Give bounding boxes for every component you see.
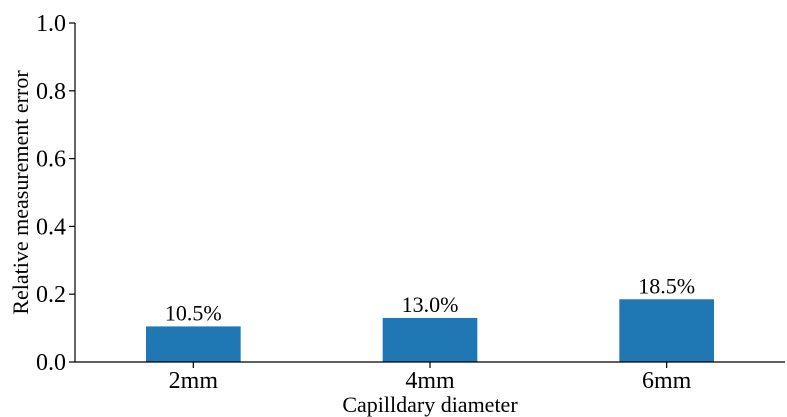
y-tick-label: 0.4	[36, 214, 66, 240]
bar-data-label: 10.5%	[165, 300, 222, 325]
bar-4mm	[382, 317, 478, 362]
y-tick-label: 1.0	[36, 11, 66, 37]
y-axis-ticks: 0.0 0.2 0.4 0.6 0.8 1.0	[36, 11, 75, 376]
y-tick-label: 0.0	[36, 350, 66, 376]
x-tick-label: 6mm	[642, 368, 692, 394]
x-axis-label: Capilldary diameter	[342, 392, 518, 417]
bar-data-label: 18.5%	[638, 273, 695, 298]
y-tick-label: 0.2	[36, 282, 66, 308]
x-tick-label: 2mm	[169, 368, 219, 394]
y-tick-label: 0.6	[36, 147, 66, 173]
bar-2mm	[146, 326, 241, 362]
x-axis-ticks: 2mm 4mm 6mm	[169, 362, 692, 394]
bar-6mm	[619, 299, 714, 362]
x-tick-label: 4mm	[405, 368, 455, 394]
bar-data-label: 13.0%	[402, 292, 459, 317]
y-axis-label: Relative measurement error	[8, 70, 33, 315]
bars-group: 10.5% 13.0% 18.5%	[146, 273, 714, 362]
y-tick-label: 0.8	[36, 79, 66, 105]
